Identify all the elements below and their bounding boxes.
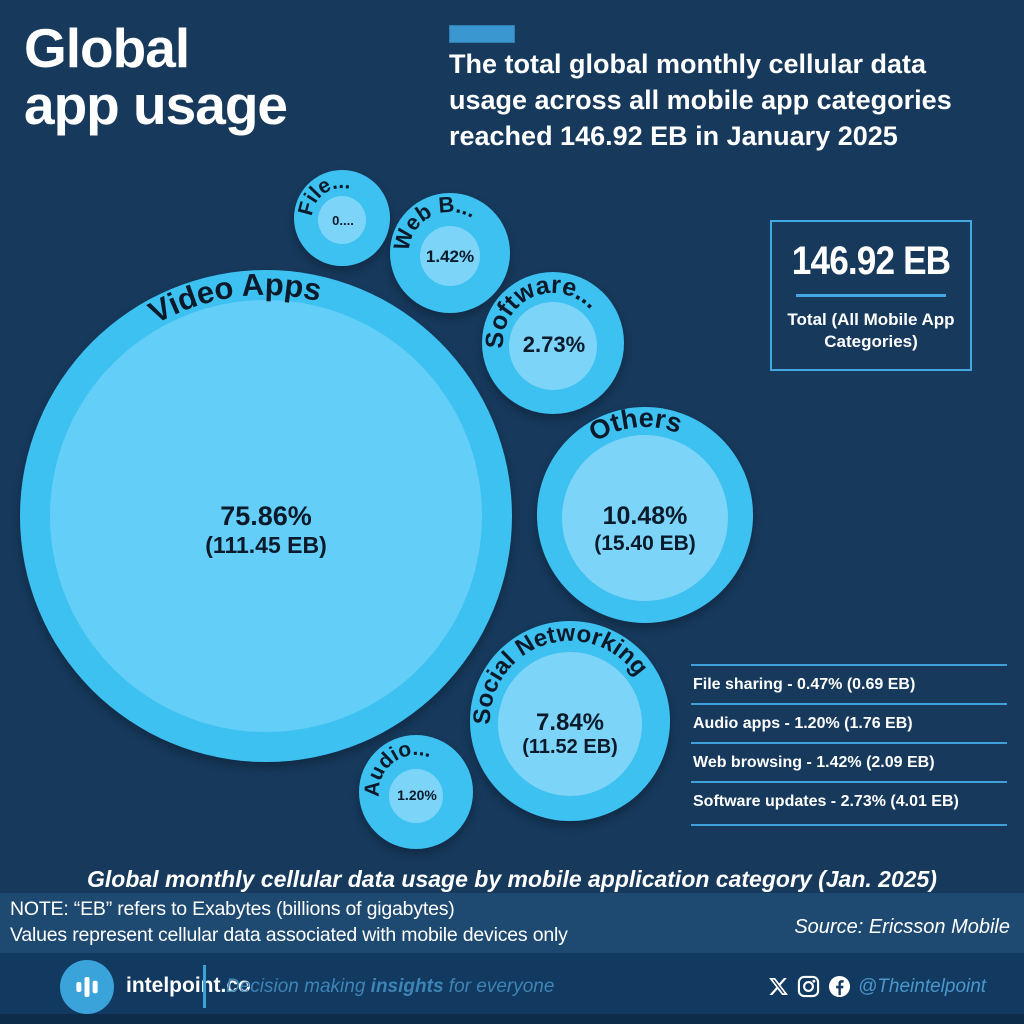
bubble-web-browsing-inner (420, 226, 480, 286)
list-item: Audio apps - 1.20% (1.76 EB) (691, 703, 1007, 742)
bubble-software-updates-pct: 2.73% (523, 332, 585, 357)
bubble-others-pct: 10.48% (603, 502, 688, 530)
bottom-strip (0, 1014, 1024, 1024)
bubble-video-apps-pct: 75.86% (220, 501, 312, 531)
list-item: Software updates - 2.73% (4.01 EB) (691, 781, 1007, 826)
bubble-audio-apps-inner (389, 769, 443, 823)
bubble-social-networking-eb: (11.52 EB) (522, 736, 618, 758)
total-divider (796, 293, 946, 297)
intro-text: The total global monthly cellular data u… (449, 46, 1024, 154)
x-twitter-icon[interactable] (768, 976, 789, 997)
note-band (0, 893, 1024, 953)
breakdown-list: File sharing - 0.47% (0.69 EB) Audio app… (691, 664, 1007, 826)
instagram-icon[interactable] (797, 975, 820, 998)
list-item: Web browsing - 1.42% (2.09 EB) (691, 742, 1007, 781)
source-text: Source: Ericsson Mobile (794, 916, 1010, 938)
note-line2: Values represent cellular data associate… (10, 923, 568, 946)
tagline-post: for everyone (443, 976, 555, 997)
total-value: 146.92 EB (791, 238, 951, 283)
chart-caption: Global monthly cellular data usage by mo… (87, 866, 937, 892)
bubble-video-apps-inner (50, 300, 482, 732)
bubble-social-networking-pct: 7.84% (536, 709, 604, 736)
intro-line: reached 146.92 EB in January 2025 (449, 121, 898, 151)
tagline-bold: insights (370, 976, 444, 997)
page-title: Global app usage (24, 17, 288, 136)
bubble-video-apps-eb: (111.45 EB) (205, 532, 326, 558)
footer-divider (203, 965, 206, 1008)
bubble-web-browsing-pct: 1.42% (426, 247, 474, 266)
total-label: Total (All Mobile App Categories) (787, 309, 955, 351)
bar-chart-icon (76, 977, 98, 997)
bubble-file-sharing-inner (318, 196, 366, 244)
intelpoint-logo[interactable] (60, 960, 114, 1014)
list-item: File sharing - 0.47% (0.69 EB) (691, 664, 1007, 703)
bubble-audio-apps-pct: 1.20% (397, 787, 437, 803)
page-title-line2: app usage (24, 74, 288, 136)
page-title-line1: Global (24, 17, 190, 79)
accent-bar (449, 25, 515, 43)
tagline: Decision making insights for everyone (226, 976, 554, 998)
bubble-software-updates-inner (509, 302, 597, 390)
bubble-file-sharing-pct: 0.... (332, 213, 354, 228)
facebook-icon[interactable] (828, 975, 851, 998)
bubble-others-eb: (15.40 EB) (594, 532, 696, 555)
total-stat-box: 146.92 EB Total (All Mobile App Categori… (770, 220, 972, 371)
notes: NOTE: “EB” refers to Exabytes (billions … (10, 897, 568, 948)
footer-band (0, 953, 1024, 1014)
bubble-social-networking-inner (498, 652, 642, 796)
brand-name: intelpoint.co (126, 974, 251, 997)
note-line1: NOTE: “EB” refers to Exabytes (billions … (10, 898, 455, 920)
social-handle[interactable]: @Theintelpoint (858, 976, 987, 997)
intro-line: The total global monthly cellular data (449, 49, 927, 79)
tagline-pre: Decision making (226, 976, 371, 997)
intro-line: usage across all mobile app categories (449, 85, 952, 115)
bubble-others-inner (562, 435, 728, 601)
